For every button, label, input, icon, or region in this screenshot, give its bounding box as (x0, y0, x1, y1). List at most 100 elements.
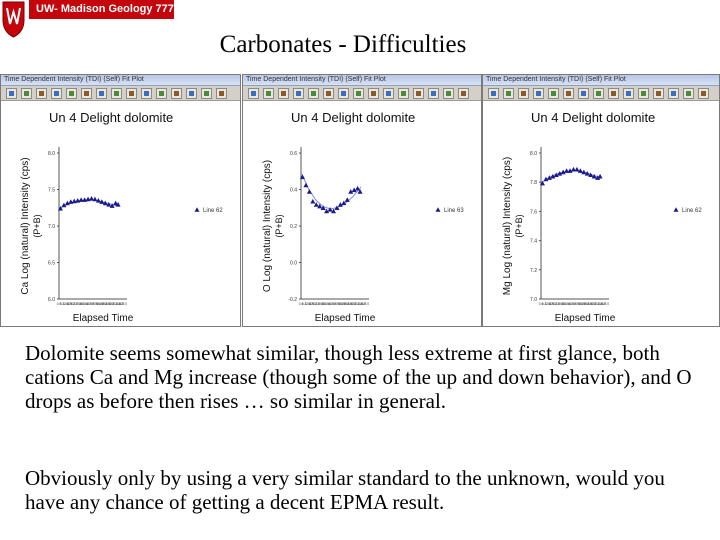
slide-title: Carbonates - Difficulties (219, 31, 467, 58)
data-point (95, 197, 101, 203)
grid-icon[interactable] (308, 88, 319, 99)
refresh-icon[interactable] (201, 88, 212, 99)
x-tick-label: 88.2 (583, 302, 590, 306)
chart-icon[interactable] (413, 88, 424, 99)
x-tick-label: 37.8 (317, 302, 324, 306)
data-point (303, 182, 309, 188)
options-icon[interactable] (428, 88, 439, 99)
x-tick-label: 69.3 (333, 302, 340, 306)
body-paragraph-1: Dolomite seems somewhat similar, though … (25, 341, 692, 413)
pan-icon[interactable] (21, 88, 32, 99)
x-tick-label: 107.1 (109, 302, 117, 306)
x-axis-label: Elapsed Time (73, 313, 134, 324)
zoom-icon[interactable] (6, 88, 17, 99)
chart-icon[interactable] (653, 88, 664, 99)
help-icon[interactable] (698, 88, 709, 99)
copy-icon[interactable] (293, 88, 304, 99)
x-tick-label: 44.1 (78, 302, 85, 306)
plot-toolbar (1, 86, 240, 101)
x-tick-label: 88.2 (343, 302, 350, 306)
help-icon[interactable] (458, 88, 469, 99)
options-icon[interactable] (186, 88, 197, 99)
data-point (560, 169, 566, 175)
data-point (317, 203, 323, 209)
scale-icon[interactable] (623, 88, 634, 99)
fit-icon[interactable] (593, 88, 604, 99)
x-tick-label: 75.6 (94, 302, 101, 306)
pan-icon[interactable] (263, 88, 274, 99)
course-badge: UW- Madison Geology 777 (29, 0, 174, 19)
x-tick-label: 107.1 (351, 302, 359, 306)
ca-intensity-chart: Un 4 Delight dolomite Ca Log (natural) In… (20, 110, 223, 324)
zoom-icon[interactable] (248, 88, 259, 99)
marker-icon[interactable] (368, 88, 379, 99)
legend-icon[interactable] (338, 88, 349, 99)
options-icon[interactable] (668, 88, 679, 99)
window-title-bar: Time Dependent Intensity (TDI) (Self) Fi… (1, 75, 240, 86)
marker-icon[interactable] (608, 88, 619, 99)
x-tick-label: 31.5 (554, 302, 561, 306)
y-tick-label: 7.2 (530, 268, 537, 274)
data-point (113, 200, 119, 206)
chart-icon[interactable] (171, 88, 182, 99)
data-point (546, 175, 552, 180)
print-icon[interactable] (278, 88, 289, 99)
x-tick-label: 25.2 (69, 302, 76, 306)
x-tick-label: 81.9 (97, 302, 104, 306)
legend-marker (435, 207, 441, 212)
pan-icon[interactable] (503, 88, 514, 99)
refresh-icon[interactable] (683, 88, 694, 99)
x-tick-label: 25.2 (551, 302, 558, 306)
legend-icon[interactable] (578, 88, 589, 99)
scale-icon[interactable] (383, 88, 394, 99)
x-tick-label: 56.7 (567, 302, 574, 306)
x-tick-label: 63.0 (330, 302, 337, 306)
data-point (334, 205, 340, 210)
print-icon[interactable] (36, 88, 47, 99)
export-icon[interactable] (156, 88, 167, 99)
grid-icon[interactable] (548, 88, 559, 99)
window-title-bar: Time Dependent Intensity (TDI) (Self) Fi… (243, 75, 481, 86)
y-tick-label: 7.8 (530, 180, 537, 186)
data-point (327, 206, 333, 212)
print-icon[interactable] (518, 88, 529, 99)
data-point (543, 176, 549, 182)
data-point (564, 168, 570, 173)
x-axis-label: Elapsed Time (315, 313, 376, 324)
legend-icon[interactable] (96, 88, 107, 99)
data-point (341, 200, 347, 206)
x-tick-label: 56.7 (327, 302, 334, 306)
data-point (337, 202, 343, 207)
export-icon[interactable] (638, 88, 649, 99)
x-tick-label: 12.6 (304, 302, 311, 306)
marker-icon[interactable] (126, 88, 137, 99)
axis-icon[interactable] (323, 88, 334, 99)
data-point (588, 172, 594, 178)
refresh-icon[interactable] (443, 88, 454, 99)
x-tick-label: 12.6 (544, 302, 551, 306)
y-axis-label: Ca Log (natural) Intensity (cps) (20, 157, 31, 294)
export-icon[interactable] (398, 88, 409, 99)
copy-icon[interactable] (533, 88, 544, 99)
x-tick-label: 25.2 (311, 302, 318, 306)
scale-icon[interactable] (141, 88, 152, 99)
copy-icon[interactable] (51, 88, 62, 99)
x-tick-label: 50.4 (81, 302, 88, 306)
zoom-icon[interactable] (488, 88, 499, 99)
data-point (357, 189, 363, 194)
axis-icon[interactable] (81, 88, 92, 99)
grid-icon[interactable] (66, 88, 77, 99)
plot-window-o[interactable]: Time Dependent Intensity (TDI) (Self) Fi… (242, 74, 482, 327)
plot-window-ca[interactable]: Time Dependent Intensity (TDI) (Self) Fi… (0, 74, 241, 327)
fit-icon[interactable] (353, 88, 364, 99)
axis-icon[interactable] (563, 88, 574, 99)
help-icon[interactable] (216, 88, 227, 99)
data-point (550, 173, 556, 179)
data-point (310, 198, 316, 204)
plot-window-mg[interactable]: Time Dependent Intensity (TDI) (Self) Fi… (482, 74, 720, 327)
data-point (320, 205, 326, 210)
data-point (99, 199, 105, 204)
x-tick-label: 107.1 (591, 302, 599, 306)
data-point (78, 197, 84, 202)
fit-icon[interactable] (111, 88, 122, 99)
